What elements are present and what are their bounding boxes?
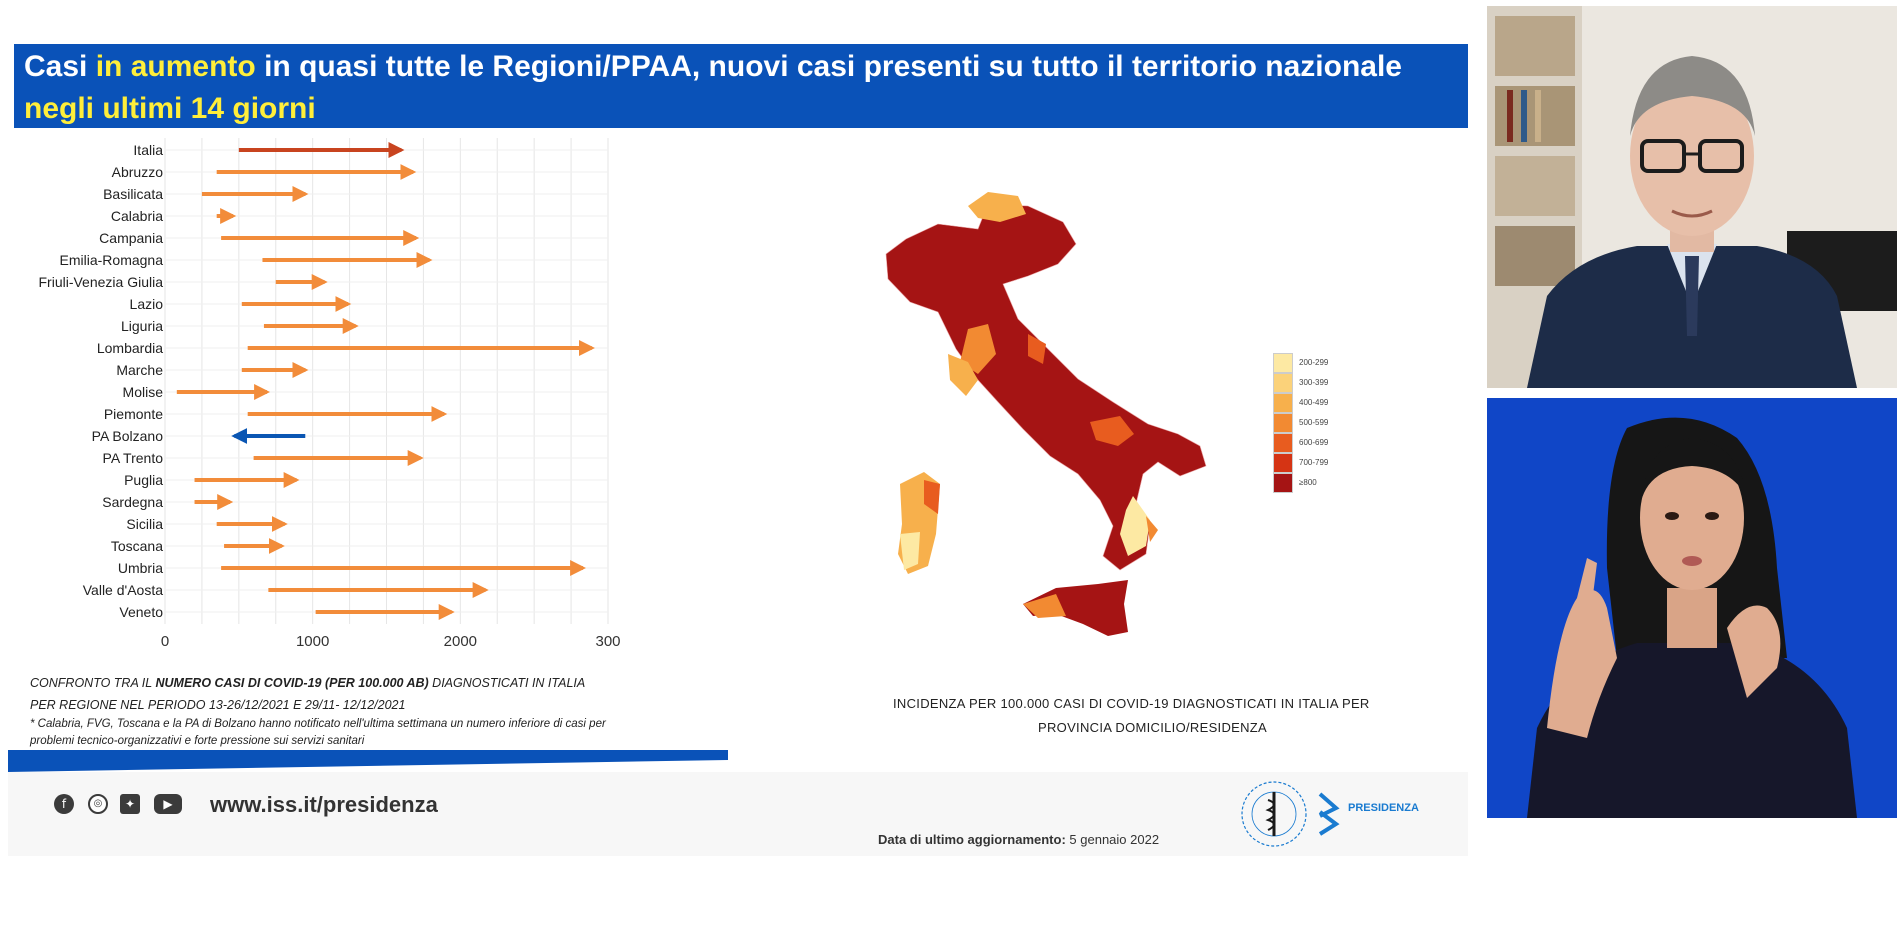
- chart-region-label: Toscana: [111, 538, 163, 554]
- youtube-icon[interactable]: ▶: [154, 794, 182, 814]
- title-highlight: in aumento: [95, 50, 256, 83]
- chart-region-label: Sardegna: [102, 494, 163, 510]
- slide-footer: f ◎ ✦ ▶ www.iss.it/presidenza Data di ul…: [8, 772, 1468, 856]
- map-legend: 200-299 300-399 400-499 500-599 600-699 700-7…: [1273, 352, 1329, 493]
- chart-x-tick-label: 1000: [296, 633, 329, 650]
- title-prefix: Casi: [24, 50, 96, 83]
- map-central-orange: [960, 324, 996, 374]
- map-calabria-tip: [1146, 516, 1158, 542]
- chart-region-label: PA Trento: [103, 450, 164, 466]
- chart-region-label: PA Bolzano: [92, 428, 164, 444]
- chart-region-label: Emilia-Romagna: [60, 252, 164, 268]
- instagram-icon[interactable]: ◎: [88, 794, 108, 814]
- italy-incidence-map: [885, 192, 1207, 636]
- map-legend-label: 300-399: [1299, 378, 1329, 387]
- map-legend-label: 400-499: [1299, 398, 1329, 407]
- map-legend-label: 700-799: [1299, 458, 1329, 467]
- chart-note-line1: * Calabria, FVG, Toscana e la PA di Bolz…: [30, 718, 606, 730]
- map-sicily-west: [1023, 594, 1066, 618]
- chart-caption-line1: CONFRONTO TRA IL NUMERO CASI DI COVID-19…: [30, 676, 586, 690]
- chart-gridlines: [164, 138, 609, 624]
- map-legend-swatch: [1273, 372, 1293, 393]
- twitter-icon[interactable]: ✦: [120, 794, 140, 814]
- chart-region-label: Veneto: [119, 604, 163, 620]
- map-abruzzo: [1090, 416, 1134, 446]
- map-legend-swatch: [1273, 452, 1293, 473]
- chart-region-label: Friuli-Venezia Giulia: [39, 274, 164, 290]
- chart-note-line2: problemi tecnico-organizzativi e forte p…: [30, 735, 365, 747]
- map-south-tyrol: [968, 192, 1026, 222]
- map-tuscany-coast: [948, 354, 978, 396]
- map-sardinia-east: [924, 480, 940, 514]
- map-mainland: [885, 203, 1207, 571]
- chart-region-label: Sicilia: [126, 516, 163, 532]
- map-legend-swatch: [1273, 392, 1293, 413]
- speaker-video-panel: [1487, 6, 1897, 388]
- iss-seal-logo: [1241, 781, 1307, 847]
- map-sardinia-south: [900, 532, 920, 570]
- interpreter-video-frame: [1487, 398, 1897, 818]
- footer-blue-stripe: [8, 750, 728, 772]
- chart-region-label: Basilicata: [103, 186, 163, 202]
- map-legend-item: ≥800: [1273, 472, 1328, 493]
- chart-region-label: Lazio: [130, 296, 164, 312]
- map-legend-item: 600-699: [1273, 432, 1329, 453]
- slide-title: Casi in aumento in quasi tutte le Region…: [24, 50, 1402, 84]
- last-update: Data di ultimo aggiornamento: 5 gennaio …: [878, 832, 1160, 847]
- chart-region-label: Calabria: [111, 208, 163, 224]
- slide: Casi in aumento in quasi tutte le Region…: [8, 8, 1468, 856]
- chart-region-label: Liguria: [121, 318, 163, 334]
- chart-region-label: Umbria: [118, 560, 163, 576]
- presidenza-logo: [1318, 792, 1340, 836]
- map-sicily: [1023, 580, 1128, 636]
- speaker-video-frame: [1487, 6, 1897, 388]
- chart-region-labels: Italia Abruzzo Basilicata Calabria Campania E…: [39, 142, 164, 620]
- map-legend-swatch: [1273, 432, 1293, 453]
- chart-region-label: Puglia: [124, 472, 163, 488]
- slide-title-bar: Casi in aumento in quasi tutte le Region…: [14, 44, 1468, 128]
- map-legend-swatch: [1273, 352, 1293, 373]
- chart-region-label: Campania: [99, 230, 163, 246]
- map-caption-line1: INCIDENZA PER 100.000 CASI DI COVID-19 D…: [893, 696, 1370, 711]
- chart-caption-line2: PER REGIONE NEL PERIODO 13-26/12/2021 E …: [30, 698, 406, 712]
- chart-arrows: [176, 142, 595, 620]
- map-caption-line2: PROVINCIA DOMICILIO/RESIDENZA: [1038, 720, 1268, 735]
- map-legend-item: 400-499: [1273, 392, 1329, 413]
- chart-region-label: Abruzzo: [112, 164, 164, 180]
- map-legend-label: 600-699: [1299, 438, 1329, 447]
- presidenza-logo-text: PRESIDENZA: [1348, 802, 1419, 814]
- region-arrow-chart: Italia Abruzzo Basilicata Calabria Campania E…: [39, 138, 621, 650]
- map-marche: [1028, 334, 1046, 364]
- map-legend-item: 700-799: [1273, 452, 1329, 473]
- chart-region-label: Piemonte: [104, 406, 163, 422]
- map-legend-swatch: [1273, 472, 1293, 493]
- map-legend-item: 500-599: [1273, 412, 1329, 433]
- map-legend-item: 300-399: [1273, 372, 1329, 393]
- map-legend-label: 500-599: [1299, 418, 1329, 427]
- chart-region-label: Italia: [133, 142, 163, 158]
- chart-x-tick-label: 300: [595, 633, 620, 650]
- map-legend-label: 200-299: [1299, 358, 1329, 367]
- map-calabria: [1120, 496, 1150, 556]
- map-legend-item: 200-299: [1273, 352, 1329, 373]
- footer-url[interactable]: www.iss.it/presidenza: [210, 792, 438, 817]
- chart-x-ticks: 0 1000 2000 300: [161, 633, 621, 650]
- facebook-icon[interactable]: f: [54, 794, 74, 814]
- chart-region-label: Molise: [123, 384, 164, 400]
- sign-language-interpreter-panel: [1487, 398, 1897, 818]
- chart-region-label: Marche: [116, 362, 163, 378]
- map-legend-label: ≥800: [1299, 478, 1317, 487]
- slide-subtitle: negli ultimi 14 giorni: [24, 92, 316, 125]
- chart-region-label: Valle d'Aosta: [83, 582, 163, 598]
- chart-x-tick-label: 0: [161, 633, 169, 650]
- chart-x-tick-label: 2000: [444, 633, 477, 650]
- title-suffix: in quasi tutte le Regioni/PPAA, nuovi ca…: [255, 50, 1402, 83]
- map-legend-swatch: [1273, 412, 1293, 433]
- chart-region-label: Lombardia: [97, 340, 163, 356]
